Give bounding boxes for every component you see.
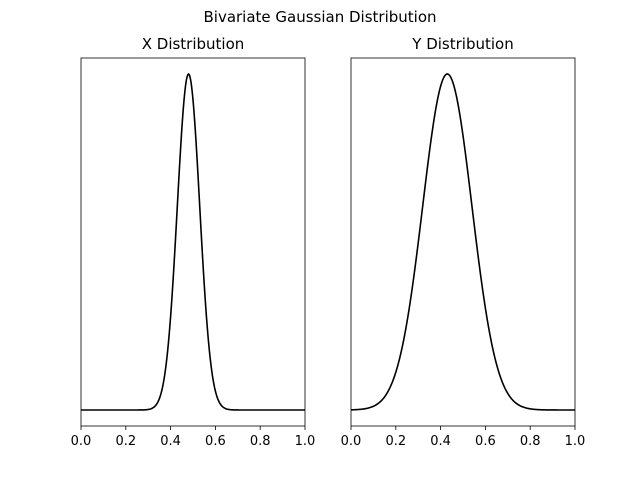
y-distribution-x-ticks: 0.0 0.2 0.4 0.6 0.8 1.0 [341,426,586,449]
y-distribution-curve [350,73,575,411]
y-distribution-lines [350,73,575,411]
y-distribution-chart: Y Distribution 0.0 0.2 0.4 0.6 0.8 1.0 [341,35,586,449]
y-distribution-x-tick-label: 0.2 [385,434,406,449]
x-distribution-x-tick-label: 0.2 [115,434,136,449]
y-distribution-x-tick-label: 1.0 [565,434,586,449]
x-distribution-x-tick-label: 0.6 [205,434,226,449]
y-distribution-x-tick-label: 0.6 [475,434,496,449]
y-distribution-title: Y Distribution [411,35,513,53]
y-distribution-x-tick-label: 0.0 [341,434,362,449]
x-distribution-lines [81,72,305,411]
x-distribution-x-ticks: 0.0 0.2 0.4 0.6 0.8 1.0 [71,426,316,449]
y-distribution-x-tick-label: 0.4 [430,434,451,449]
x-distribution-curve [81,72,305,411]
x-distribution-title: X Distribution [142,35,245,53]
x-distribution-chart: X Distribution 0.0 0.2 0.4 0.6 0.8 1.0 [71,35,316,449]
x-distribution-x-tick-label: 0.8 [250,434,271,449]
x-distribution-axes-frame [80,57,306,427]
x-distribution-x-tick-label: 0.4 [160,434,181,449]
x-distribution-x-tick-label: 0.0 [71,434,92,449]
figure-suptitle: Bivariate Gaussian Distribution [203,8,436,26]
x-distribution-x-tick-label: 1.0 [295,434,316,449]
y-distribution-axes-frame [350,57,576,427]
y-distribution-x-tick-label: 0.8 [520,434,541,449]
